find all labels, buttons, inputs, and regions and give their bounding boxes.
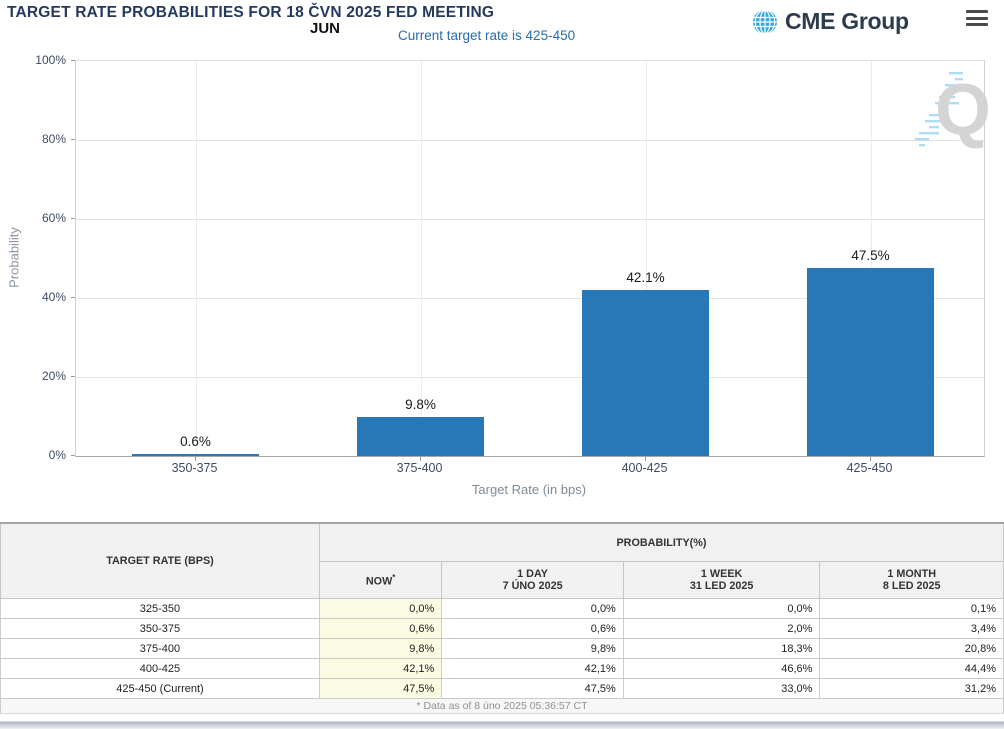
table-row: 400-425 42,1% 42,1% 46,6% 44,4% [0,658,1004,679]
y-tick-mark [71,376,75,377]
table-header-row: TARGET RATE (BPS) PROBABILITY(%) [0,522,1004,599]
now-cell: 0,0% [318,598,443,619]
table-row: 350-375 0,6% 0,6% 2,0% 3,4% [0,618,1004,639]
month-cell: 44,4% [819,658,1004,679]
quikstrike-watermark: Q [905,60,995,164]
probability-group-header: PROBABILITY(%) [318,522,1004,562]
day-cell: 9,8% [441,638,624,659]
x-axis-title: Target Rate (in bps) [471,482,587,497]
gridline [76,377,984,378]
gridline [646,61,647,456]
gridline [421,61,422,456]
table-row: 325-350 0,0% 0,0% 0,0% 0,1% [0,598,1004,619]
x-category-label: 425-450 [846,461,893,475]
week-cell: 33,0% [622,678,821,699]
gridline [196,61,197,456]
now-cell: 9,8% [318,638,443,659]
current-target-rate-subtitle: Current target rate is 425-450 [398,28,576,43]
bar-group-400-425: 42.1% [532,61,759,456]
y-tick-mark [71,297,75,298]
cme-group-logo[interactable]: CME Group [752,8,909,35]
bar-value-label: 42.1% [626,269,665,285]
week-cell: 2,0% [622,618,821,639]
y-tick-label: 20% [41,369,66,383]
week-cell: 18,3% [622,638,821,659]
y-tick-label: 80% [41,132,66,146]
day-cell: 42,1% [441,658,624,679]
rate-cell: 400-425 [0,658,320,679]
bar-value-label: 0.6% [180,433,211,449]
gridline [76,219,984,220]
x-tick-mark [645,456,646,461]
bar-group-375-400: 9.8% [307,61,534,456]
bar-350-375 [132,453,259,456]
x-category-label: 400-425 [621,461,668,475]
bar-group-350-375: 0.6% [82,61,309,456]
bottom-edge-divider [0,719,1004,729]
y-tick-mark [71,139,75,140]
y-tick-label: 40% [41,290,66,304]
now-cell: 42,1% [318,658,443,679]
x-tick-mark [420,456,421,461]
bar-400-425 [582,289,709,456]
now-cell: 47,5% [318,678,443,699]
data-as-of-footnote: * Data as of 8 úno 2025 05:36:57 CT [0,698,1004,714]
table-row: 375-400 9,8% 9,8% 18,3% 20,8% [0,638,1004,659]
table-footnote-row: * Data as of 8 úno 2025 05:36:57 CT [0,698,1004,714]
x-tick-mark [870,456,871,461]
y-tick-label: 100% [35,53,66,67]
day-cell: 0,6% [441,618,624,639]
month-cell: 0,1% [819,598,1004,619]
rate-cell: 325-350 [0,598,320,619]
target-rate-column-header: TARGET RATE (BPS) [0,522,320,599]
x-category-label: 375-400 [396,461,443,475]
probability-table: TARGET RATE (BPS) PROBABILITY(%) NOW* 1 … [0,522,1004,714]
y-tick-mark [71,455,75,456]
now-cell: 0,6% [318,618,443,639]
month-cell: 31,2% [819,678,1004,699]
globe-icon [752,9,778,35]
y-tick-label: 60% [41,211,66,225]
bar-375-400 [357,417,484,456]
meeting-month-label: JUN [310,20,341,37]
gridline [76,140,984,141]
one-week-column-header: 1 WEEK 31 LED 2025 [622,561,821,599]
probability-bar-chart: 0.6% 9.8% 42.1% 47.5% [75,60,985,457]
day-cell: 0,0% [441,598,624,619]
rate-cell: 375-400 [0,638,320,659]
hamburger-menu-icon[interactable] [966,10,988,26]
table-row: 425-450 (Current) 47,5% 47,5% 33,0% 31,2… [0,678,1004,699]
rate-cell: 350-375 [0,618,320,639]
gridline [871,61,872,456]
bar-value-label: 47.5% [851,248,890,264]
x-category-label: 350-375 [171,461,218,475]
now-column-header: NOW* [318,561,443,599]
gridline [76,298,984,299]
watermark-letter: Q [935,70,991,150]
week-cell: 46,6% [622,658,821,679]
week-cell: 0,0% [622,598,821,619]
y-tick-mark [71,218,75,219]
cme-group-logo-text: CME Group [785,8,909,34]
bar-425-450 [807,268,934,456]
day-cell: 47,5% [441,678,624,699]
month-cell: 3,4% [819,618,1004,639]
x-tick-mark [195,456,196,461]
month-cell: 20,8% [819,638,1004,659]
bar-group-425-450: 47.5% [757,61,984,456]
rate-cell: 425-450 (Current) [0,678,320,699]
page-title: TARGET RATE PROBABILITIES FOR 18 ČVN 202… [7,4,495,21]
one-day-column-header: 1 DAY 7 ÚNO 2025 [441,561,624,599]
y-tick-mark [71,60,75,61]
y-tick-label: 0% [48,448,66,462]
bar-value-label: 9.8% [405,397,436,413]
one-month-column-header: 1 MONTH 8 LED 2025 [819,561,1004,599]
